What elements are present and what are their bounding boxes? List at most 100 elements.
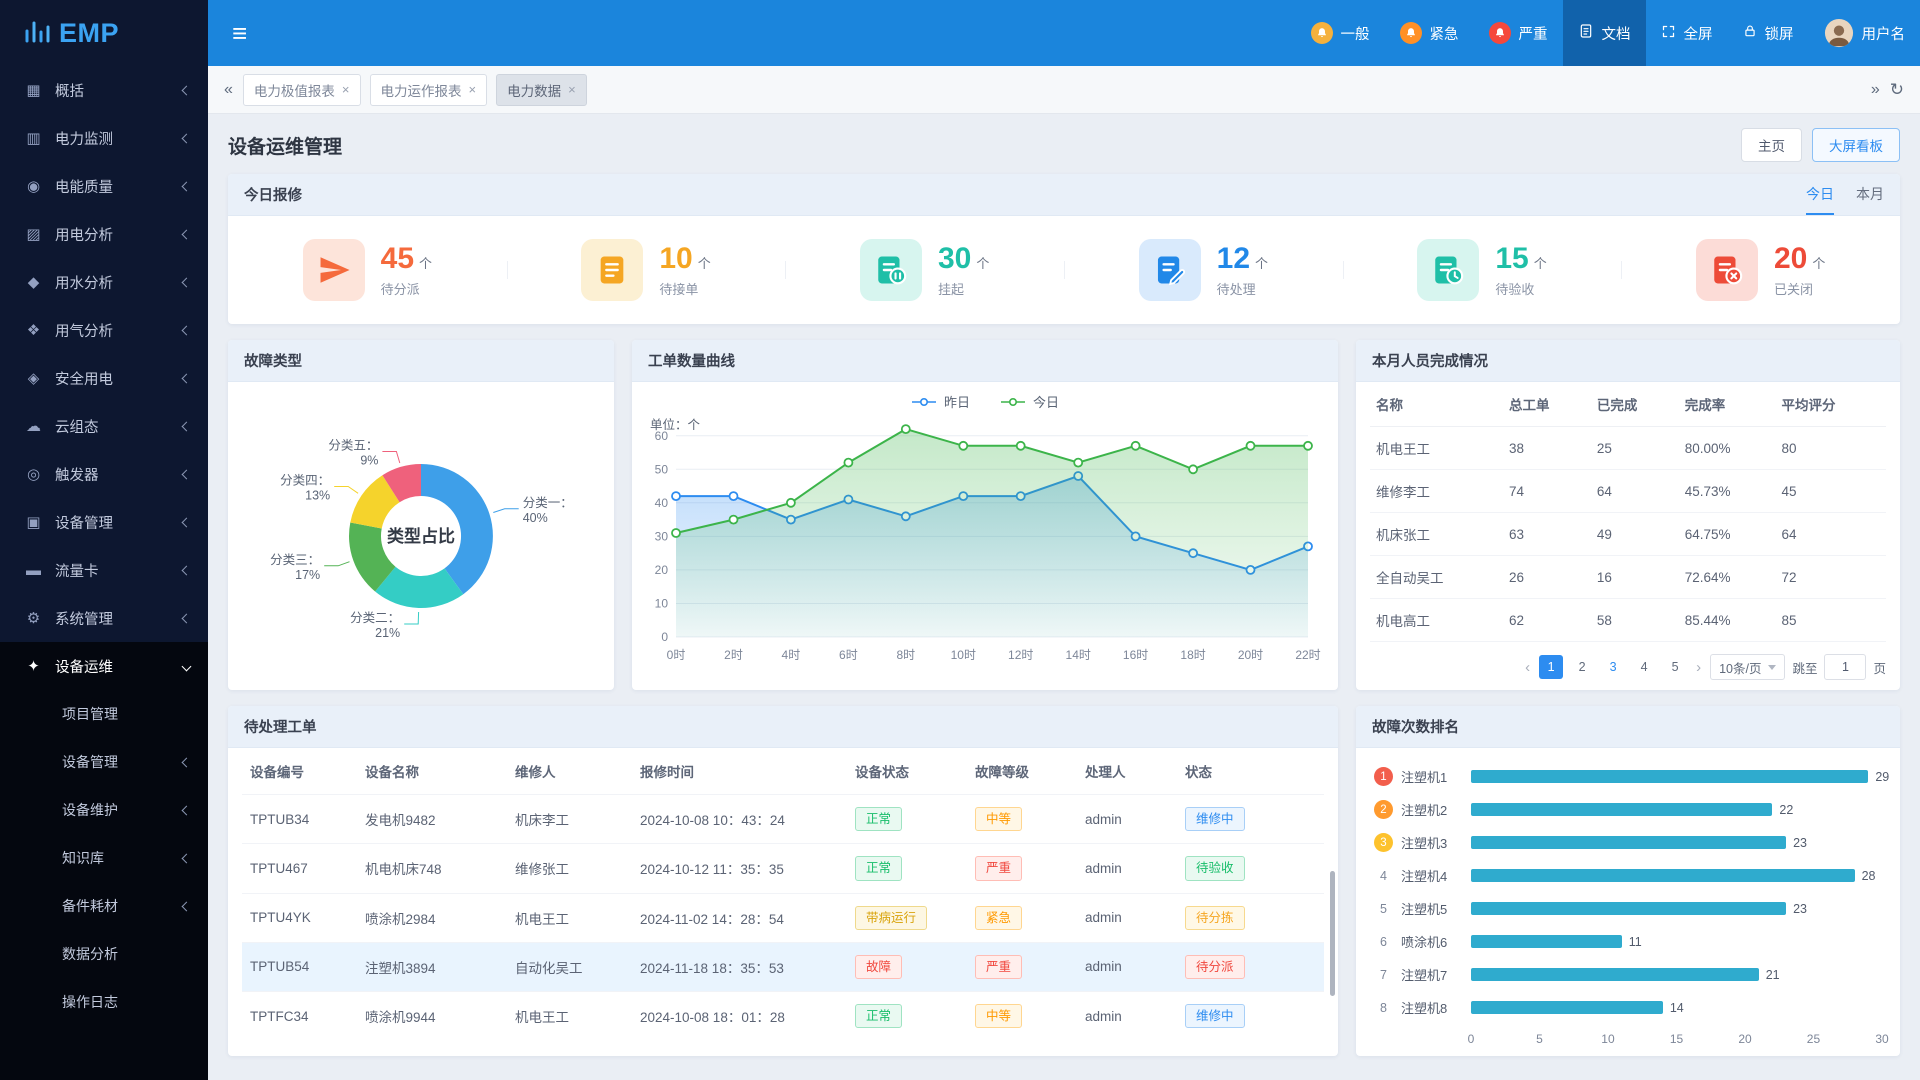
tab-2[interactable]: 电力运作报表 × <box>369 73 488 106</box>
refresh-icon[interactable]: ↻ <box>1889 79 1904 99</box>
sidebar-subitem-2[interactable]: 设备管理 <box>0 738 208 786</box>
pending-row-3[interactable]: TPTU4YK 喷涂机2984 机电王工 2024-11-02 14：28：54 带病运… <box>242 892 1324 943</box>
page-size-value: 10条/页 <box>1719 661 1762 676</box>
page-button-3[interactable]: 3 <box>1609 660 1617 674</box>
rank-name: 注塑机1 <box>1401 770 1448 785</box>
topbar-lockscreen[interactable]: 锁屏 <box>1728 0 1809 66</box>
sidebar-subitem-7[interactable]: 操作日志 <box>0 978 208 1026</box>
rank-badge: 3 <box>1374 833 1393 852</box>
menu-toggle-icon[interactable]: ≡ <box>232 18 248 48</box>
rank-number: 4 <box>1380 868 1387 883</box>
sidebar-subitem-4[interactable]: 知识库 <box>0 834 208 882</box>
topbar-item-label: 一般 <box>1340 26 1370 43</box>
pending-row-1[interactable]: TPTUB34 发电机9482 机床李工 2024-10-08 10：43：24 正常中… <box>242 793 1324 844</box>
page-button-5[interactable]: 5 <box>1671 660 1679 674</box>
status-tag: 带病运行 <box>855 905 928 930</box>
notify-general[interactable]: 一般 <box>1296 0 1385 66</box>
chevron-left-icon <box>181 853 192 863</box>
sidebar-item-3[interactable]: ◉ 电能质量 <box>0 162 208 210</box>
sidebar-item-8[interactable]: ☁ 云组态 <box>0 402 208 450</box>
svg-text:分类一：: 分类一： <box>523 496 573 510</box>
status-tag: 正常 <box>855 856 903 881</box>
chevron-left-icon <box>181 277 192 287</box>
pending-row-4[interactable]: TPTUB54 注塑机3894 自动化吴工 2024-11-18 18：35：53 故障… <box>242 941 1324 992</box>
rank-bar <box>1471 902 1787 915</box>
legend-item[interactable]: 昨日 <box>911 392 970 411</box>
logo-icon <box>24 19 50 48</box>
sidebar-item-6[interactable]: ❖ 用气分析 <box>0 306 208 354</box>
tabs-scroll-left-icon[interactable]: « <box>224 80 233 98</box>
sidebar-item-9[interactable]: ◎ 触发器 <box>0 450 208 498</box>
sidebar-item-12[interactable]: ⚙ 系统管理 <box>0 594 208 642</box>
sidebar-subitem-5[interactable]: 备件耗材 <box>0 882 208 930</box>
sidebar-item-10[interactable]: ▣ 设备管理 <box>0 498 208 546</box>
pending-orders-body: 设备编号 设备名称 维修人 报修时间 设备状态 故障等级 处理人 状态 TPTUB34 发电机94… <box>228 748 1338 1041</box>
rank-name: 注塑机3 <box>1401 836 1448 851</box>
page-button-4[interactable]: 4 <box>1640 660 1648 674</box>
sidebar-item-4[interactable]: ▨ 用电分析 <box>0 210 208 258</box>
rank-track: 23 <box>1471 901 1882 916</box>
legend-item[interactable]: 今日 <box>1000 392 1059 411</box>
sidebar-item-11[interactable]: ▬ 流量卡 <box>0 546 208 594</box>
page-suffix: 页 <box>1873 661 1886 676</box>
next-page-icon[interactable]: › <box>1696 658 1702 676</box>
topbar-fullscreen[interactable]: 全屏 <box>1646 0 1728 66</box>
sidebar-subitem-label: 设备维护 <box>62 802 118 818</box>
jump-page-input[interactable] <box>1824 654 1867 680</box>
personnel-card: 本月人员完成情况 名称 总工单 已完成 完成率 平均评分 机电王工 38 25 80.00% 80… <box>1356 340 1900 690</box>
notify-severe[interactable]: 严重 <box>1474 0 1563 66</box>
page-size-select[interactable]: 10条/页 <box>1710 654 1786 680</box>
sidebar-item-1[interactable]: ▦ 概括 <box>0 66 208 114</box>
tabs-more-icon[interactable]: » <box>1870 80 1880 98</box>
sidebar-subitem-1[interactable]: 项目管理 <box>0 690 208 738</box>
sidebar-subitem-label: 项目管理 <box>62 706 118 722</box>
page-button-1[interactable]: 1 <box>1539 655 1564 679</box>
sidebar-subitem-3[interactable]: 设备维护 <box>0 786 208 834</box>
svg-text:16时: 16时 <box>1123 648 1148 662</box>
personnel-col: 已完成 <box>1590 382 1679 427</box>
toggle-month[interactable]: 本月 <box>1856 185 1884 202</box>
toggle-today[interactable]: 今日 <box>1806 174 1834 215</box>
tab-close-icon[interactable]: × <box>341 82 350 97</box>
sidebar-item-7[interactable]: ◈ 安全用电 <box>0 354 208 402</box>
sidebar-item-5[interactable]: ◆ 用水分析 <box>0 258 208 306</box>
prev-page-icon[interactable]: ‹ <box>1525 658 1531 676</box>
stat-value: 30 <box>937 242 972 275</box>
personnel-row: 机电王工 38 25 80.00% 80 <box>1370 426 1886 470</box>
rank-value: 23 <box>1793 901 1808 916</box>
topbar-docs[interactable]: 文档 <box>1562 0 1646 66</box>
bell-icon <box>1488 22 1511 44</box>
stat-item-6: 20 个 已关闭 <box>1621 239 1900 301</box>
notify-urgent[interactable]: 紧急 <box>1385 0 1474 66</box>
doc-pause-icon <box>859 239 922 301</box>
stat-unit: 个 <box>697 256 711 271</box>
topbar-item-label: 严重 <box>1518 26 1548 43</box>
sidebar-group-ops[interactable]: ✦ 设备运维 <box>0 642 208 690</box>
rank-value: 29 <box>1875 769 1890 784</box>
fault-ranking-chart: 1 注塑机1 29 2 注塑机2 22 3 注塑机3 23 4 注塑机4 2 8 … <box>1356 748 1900 1056</box>
personnel-col: 平均评分 <box>1775 382 1886 427</box>
table-scrollbar[interactable] <box>1330 871 1335 996</box>
tab-close-icon[interactable]: × <box>468 82 477 97</box>
tab-3[interactable]: 电力数据 × <box>496 73 587 106</box>
stat-value: 45 <box>380 242 415 275</box>
sidebar-subitem-6[interactable]: 数据分析 <box>0 930 208 978</box>
chevron-left-icon <box>181 85 192 95</box>
pending-row-2[interactable]: TPTU467 机电机床748 维修张工 2024-10-12 11：35：35 正常严… <box>242 843 1324 893</box>
tab-1[interactable]: 电力极值报表 × <box>242 73 361 106</box>
unit-label: 单位：个 <box>650 418 701 432</box>
rank-axis: 0 5 10 15 20 25 30 <box>1468 1032 1889 1056</box>
fault-type-header: 故障类型 <box>228 340 614 382</box>
rank-track: 11 <box>1471 935 1882 949</box>
today-repair-header: 今日报修 今日 本月 <box>228 174 1900 216</box>
pending-row-5[interactable]: TPTFC34 喷涂机9944 机电王工 2024-10-08 18：01：28 正常中… <box>242 991 1324 1041</box>
svg-text:0: 0 <box>661 630 668 644</box>
board-button[interactable]: 大屏看板 <box>1812 128 1900 162</box>
tab-close-icon[interactable]: × <box>568 82 576 97</box>
page-button-2[interactable]: 2 <box>1578 660 1586 674</box>
home-button[interactable]: 主页 <box>1741 128 1802 162</box>
personnel-table: 名称 总工单 已完成 完成率 平均评分 机电王工 38 25 80.00% 80 维修李工 74 64 4… <box>1370 382 1886 642</box>
sidebar-item-2[interactable]: ▥ 电力监测 <box>0 114 208 162</box>
topbar-user[interactable]: 用户名 <box>1809 0 1920 66</box>
chevron-left-icon <box>181 229 192 239</box>
